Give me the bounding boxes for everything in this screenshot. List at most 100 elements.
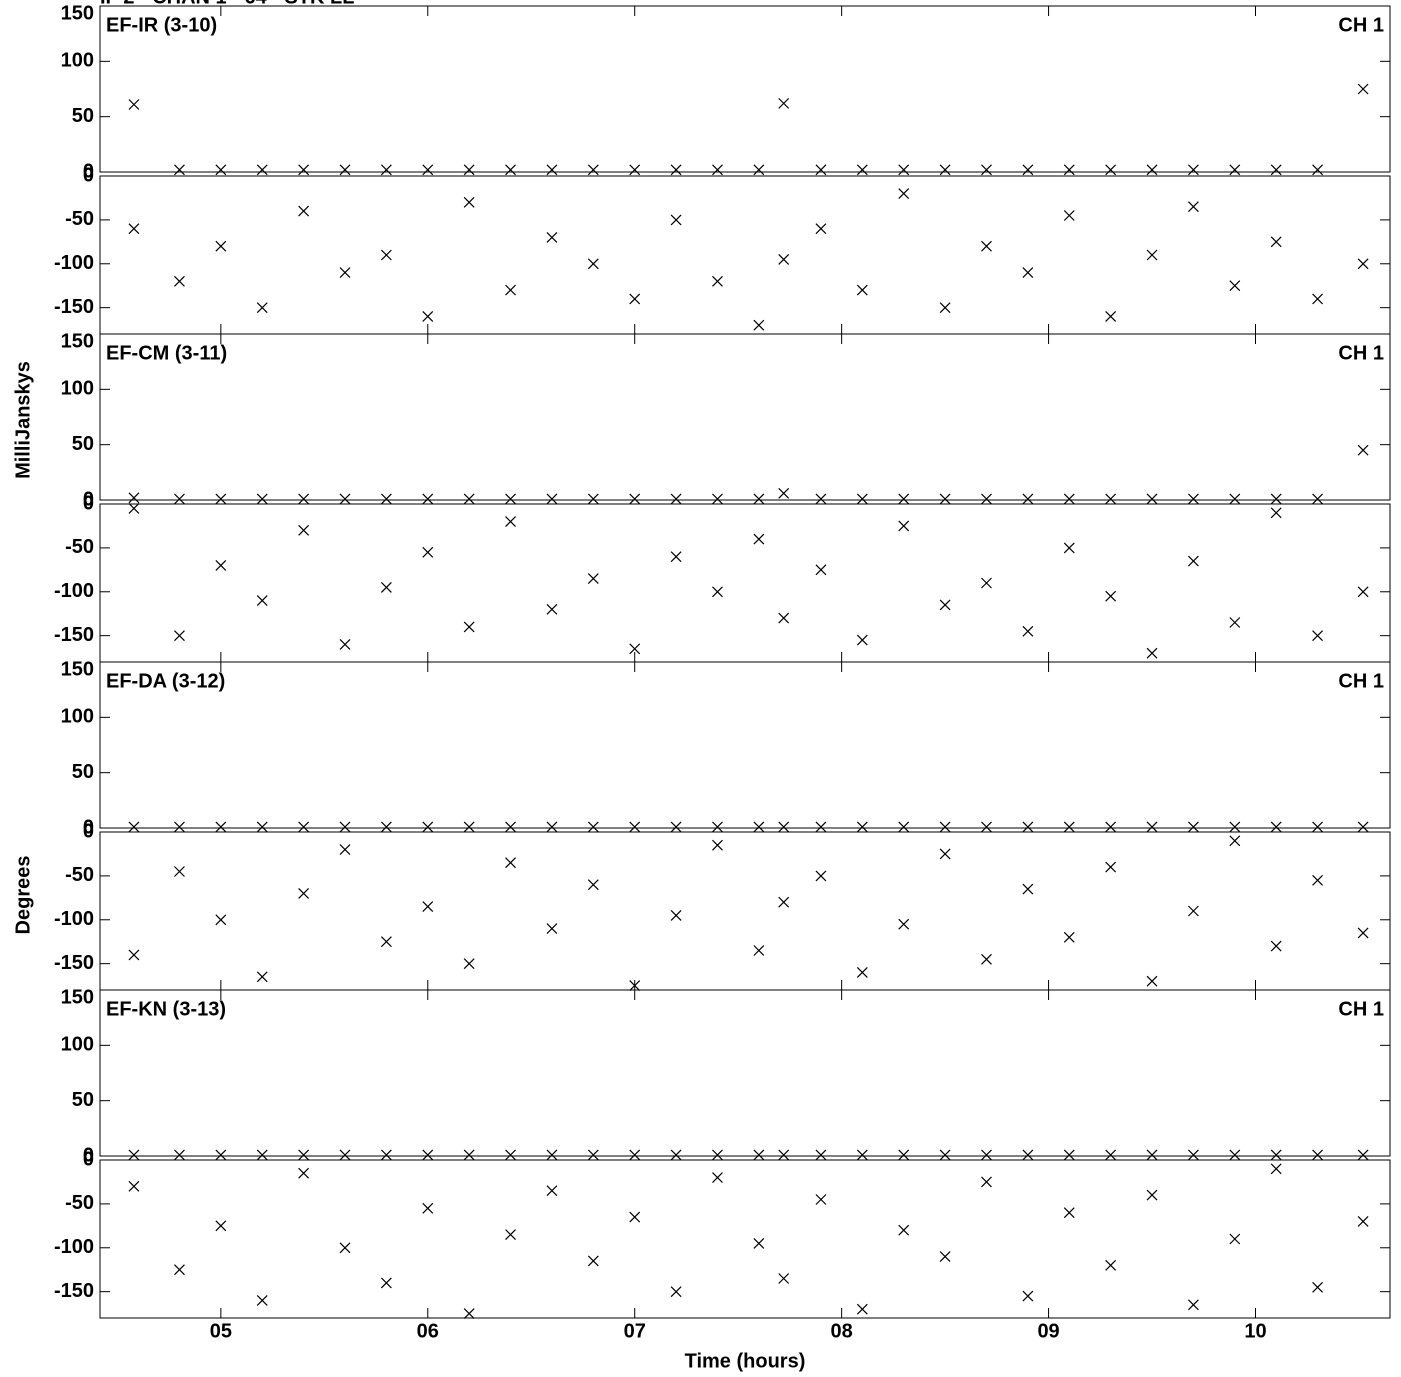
data-point [463,1149,475,1161]
y2-tick-label: -50 [65,536,94,558]
data-point [128,223,140,235]
y2-tick-label: 0 [83,492,94,514]
y-tick-label: 150 [61,986,94,1008]
data-point [778,1273,790,1284]
data-point [298,205,310,217]
data-point [128,502,140,514]
data-point [1357,927,1369,939]
data-point [1357,821,1369,833]
data-point [463,958,475,970]
data-point [1270,1149,1282,1161]
data-point [815,1149,827,1161]
data-point [1022,267,1034,278]
data-point [463,821,475,833]
data-point [1105,1259,1117,1271]
data-point [422,1149,434,1161]
data-point [128,492,140,504]
data-point [815,493,827,505]
data-point [546,232,558,243]
data-point [1146,975,1158,987]
data-point [587,164,599,176]
data-point [1146,493,1158,505]
data-point [1105,311,1117,322]
x-tick-label: 06 [417,1320,439,1342]
data-point [174,866,185,877]
y-tick-label: 100 [61,1034,94,1056]
data-point [753,164,765,176]
data-point [463,196,475,208]
data-point [1063,1207,1075,1219]
y2-tick-label: 0 [83,1148,94,1170]
data-point [505,164,516,176]
data-point [339,267,351,278]
data-point [215,914,227,926]
panel-frame [99,1159,1391,1319]
panel-frame [99,5,1391,173]
data-point [339,164,351,176]
y-tick-label: 150 [61,658,94,680]
data-point [1312,1149,1323,1161]
data-point [380,936,392,948]
data-point [939,1149,951,1161]
data-point [898,188,910,199]
data-point [1146,1149,1158,1161]
data-point [981,577,992,589]
data-point [670,909,682,921]
data-point [753,1237,765,1249]
data-point [1229,835,1241,847]
data-point [256,971,268,983]
data-point [587,493,599,505]
data-point [174,493,185,505]
data-point [546,493,558,505]
data-point [422,901,434,913]
x-tick-label: 07 [624,1320,646,1342]
data-point [505,493,516,505]
data-point [712,275,723,287]
data-point [1146,164,1158,176]
data-point [1270,940,1282,952]
data-point [753,533,765,545]
data-point [256,595,268,606]
data-point [505,516,516,527]
data-point [256,1149,268,1161]
data-point [629,980,641,992]
x-tick-label: 08 [831,1320,853,1342]
data-point [629,293,641,305]
data-point [670,164,682,176]
data-point [712,586,723,598]
data-point [629,1211,641,1223]
data-point [1063,542,1075,554]
data-point [587,573,599,585]
data-point [1229,493,1241,505]
data-point [215,1149,227,1161]
data-point [1187,905,1199,917]
y-tick-label: 150 [61,330,94,352]
data-point [712,821,723,833]
data-point [981,240,992,252]
data-point [380,164,392,176]
data-point [1063,1149,1075,1161]
data-point [546,603,558,615]
data-point [1357,83,1369,95]
y-tick-label: 50 [72,433,94,455]
data-point [587,1149,599,1161]
data-point [1312,293,1323,305]
data-point [215,493,227,505]
data-point [463,493,475,505]
data-point [939,493,951,505]
data-point [939,599,951,611]
data-point [1357,258,1369,270]
panel-title: EF-IR (3-10) [106,14,217,36]
data-point [1312,874,1323,886]
data-point [939,302,951,314]
y2-tick-label: -50 [65,1192,94,1214]
y-tick-label: 100 [61,378,94,400]
data-point [256,1295,268,1306]
data-point [256,821,268,833]
data-point [981,953,992,965]
data-point [128,99,140,110]
data-point [298,1149,310,1161]
data-point [1022,493,1034,505]
y-tick-label: 0 [83,816,94,838]
